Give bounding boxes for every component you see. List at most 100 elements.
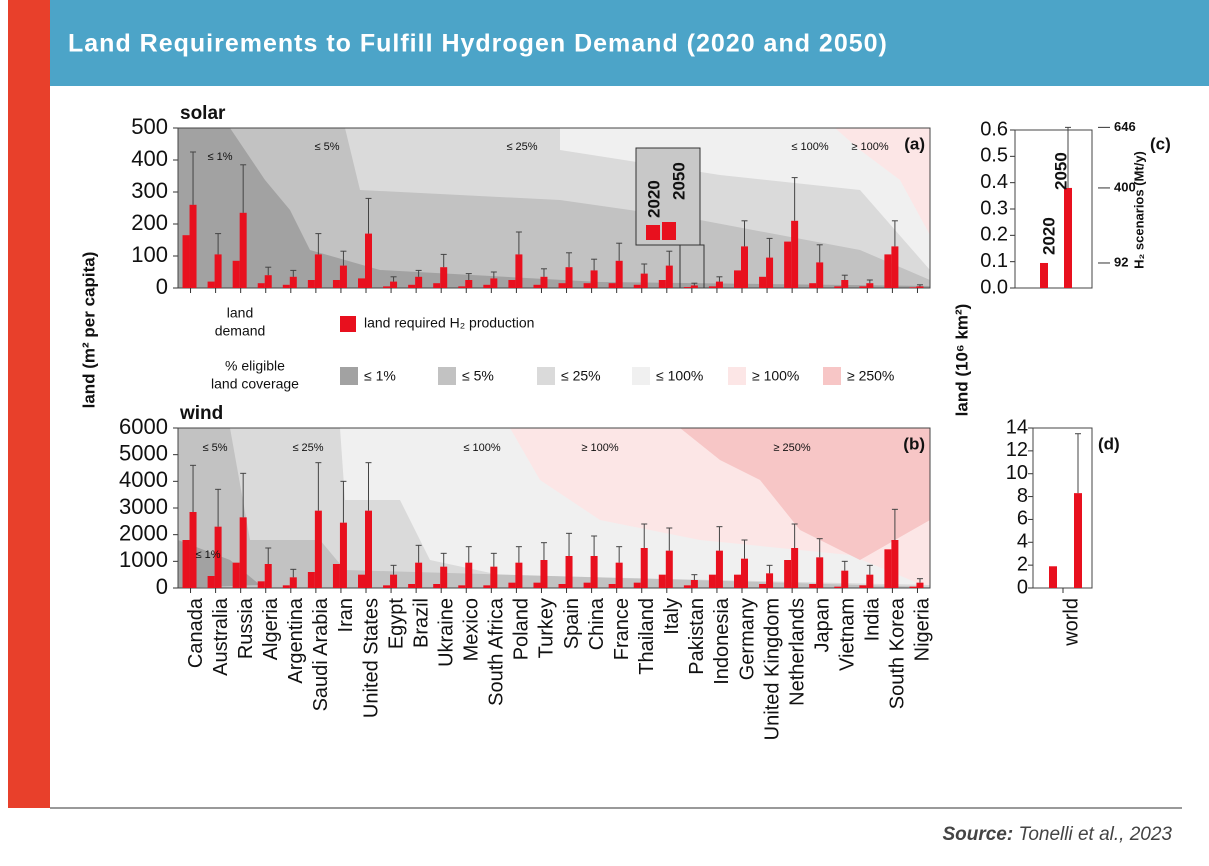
bar-2020 — [383, 286, 391, 288]
bar-2050 — [515, 254, 523, 288]
bar-2020 — [207, 281, 215, 288]
bar-2050 — [339, 522, 347, 588]
bar-2020 — [408, 284, 416, 288]
bar-2020 — [658, 574, 666, 588]
bar-2020 — [633, 582, 641, 588]
bar-2020 — [834, 286, 842, 288]
source: Source: Tonelli et al., 2023 — [942, 824, 1172, 845]
bar-2050 — [891, 540, 899, 588]
bar-2020 — [608, 283, 616, 288]
bar-2050 — [440, 267, 448, 288]
bar-2020 — [433, 283, 441, 288]
x-tick-label: Russia — [235, 597, 257, 659]
bar-2050 — [615, 562, 623, 588]
panel-letter: (b) — [903, 434, 925, 453]
legend-label: ≤ 25% — [561, 368, 601, 384]
bar-2050 — [766, 573, 774, 588]
y-tick-label: 2000 — [119, 520, 168, 545]
bar-2050 — [866, 283, 874, 288]
bar-2020 — [508, 280, 516, 288]
bar-2050 — [715, 550, 723, 588]
legend-label: ≥ 250% — [847, 368, 894, 384]
bar-2020 — [383, 585, 391, 588]
bar-2050 — [214, 254, 222, 288]
bar-2020 — [809, 283, 817, 288]
y-tick-label: 400 — [131, 146, 168, 171]
bar-2050 — [1064, 187, 1072, 288]
bar-2020 — [608, 584, 616, 588]
title-banner — [50, 0, 1209, 86]
x-tick-label: Italy — [661, 598, 683, 635]
wind-regions — [178, 428, 930, 588]
bar-2020 — [1049, 566, 1057, 588]
legend-label: ≤ 100% — [656, 368, 703, 384]
panel-letter: (a) — [904, 134, 925, 153]
y-tick-label: 5000 — [119, 440, 168, 465]
bar-2050 — [465, 280, 473, 288]
x-tick-label: Pakistan — [686, 598, 708, 675]
legend-demand: land — [227, 305, 253, 321]
bar-2020 — [458, 585, 466, 588]
panel-letter: (d) — [1098, 434, 1120, 453]
bar-2020 — [207, 576, 215, 588]
bar-2050 — [615, 260, 623, 288]
bar-2050 — [540, 276, 548, 288]
x-tick-label: Australia — [210, 597, 232, 676]
x-tick-label: Algeria — [260, 597, 282, 660]
bar-2050 — [916, 582, 924, 588]
bar-2020 — [909, 287, 917, 288]
y-tick-label: 0 — [156, 274, 168, 299]
bar-2050 — [189, 512, 197, 588]
coverage-annotation: ≤ 5% — [203, 442, 228, 454]
bar-2020 — [784, 241, 792, 288]
x-tick-label: South Africa — [486, 597, 508, 706]
x-tick-label: Indonesia — [711, 597, 733, 685]
bar-2050 — [866, 574, 874, 588]
x-tick-label: Saudi Arabia — [310, 597, 332, 711]
bar-2050 — [314, 510, 322, 588]
y-tick-label: 0 — [1017, 576, 1028, 598]
side-bar — [8, 0, 50, 808]
inset-bar — [646, 225, 660, 240]
region — [680, 428, 930, 560]
inset-label: 2050 — [669, 162, 688, 200]
bar-2020 — [859, 286, 867, 288]
y-tick-label: 6 — [1017, 508, 1028, 530]
legend-demand: demand — [215, 323, 266, 339]
bar-2020 — [533, 582, 541, 588]
bar-2050 — [916, 286, 924, 288]
bar-2050 — [816, 262, 824, 288]
bar-2020 — [759, 584, 767, 588]
x-tick-label: world — [1060, 598, 1082, 647]
legend-swatch — [632, 367, 650, 385]
bar-2020 — [483, 284, 491, 288]
coverage-annotation: ≤ 25% — [292, 442, 323, 454]
bar-2050 — [239, 212, 247, 288]
bar-2020 — [232, 260, 240, 288]
region — [178, 428, 930, 588]
legend-swatch — [340, 316, 356, 332]
y2-axis-label: H₂ scenarios (Mt/y) — [1131, 151, 1146, 269]
y-tick-label: 0.3 — [980, 197, 1008, 219]
x-tick-label: Egypt — [385, 598, 407, 650]
y-tick-label: 8 — [1017, 485, 1028, 507]
x-tick-label: Poland — [511, 598, 533, 660]
x-tick-label: United Kingdom — [761, 598, 783, 740]
bar-2020 — [332, 564, 340, 588]
x-tick-label: Iran — [335, 598, 357, 632]
x-tick-label: Brazil — [410, 598, 432, 648]
bar-2020 — [909, 586, 917, 588]
bar-2020 — [508, 582, 516, 588]
bar-2050 — [640, 273, 648, 288]
inset-bar — [662, 222, 676, 240]
bar-2050 — [415, 276, 423, 288]
x-tick-label: Argentina — [285, 597, 307, 683]
legend-label: ≥ 100% — [752, 368, 799, 384]
bar-2050 — [264, 275, 272, 288]
panel-title: wind — [179, 403, 223, 424]
scenario-label: 400 — [1114, 179, 1136, 194]
bar-2020 — [859, 585, 867, 588]
y-tick-label: 14 — [1006, 416, 1028, 438]
coverage-annotation: ≤ 100% — [463, 442, 500, 454]
bar-2050 — [365, 233, 372, 288]
